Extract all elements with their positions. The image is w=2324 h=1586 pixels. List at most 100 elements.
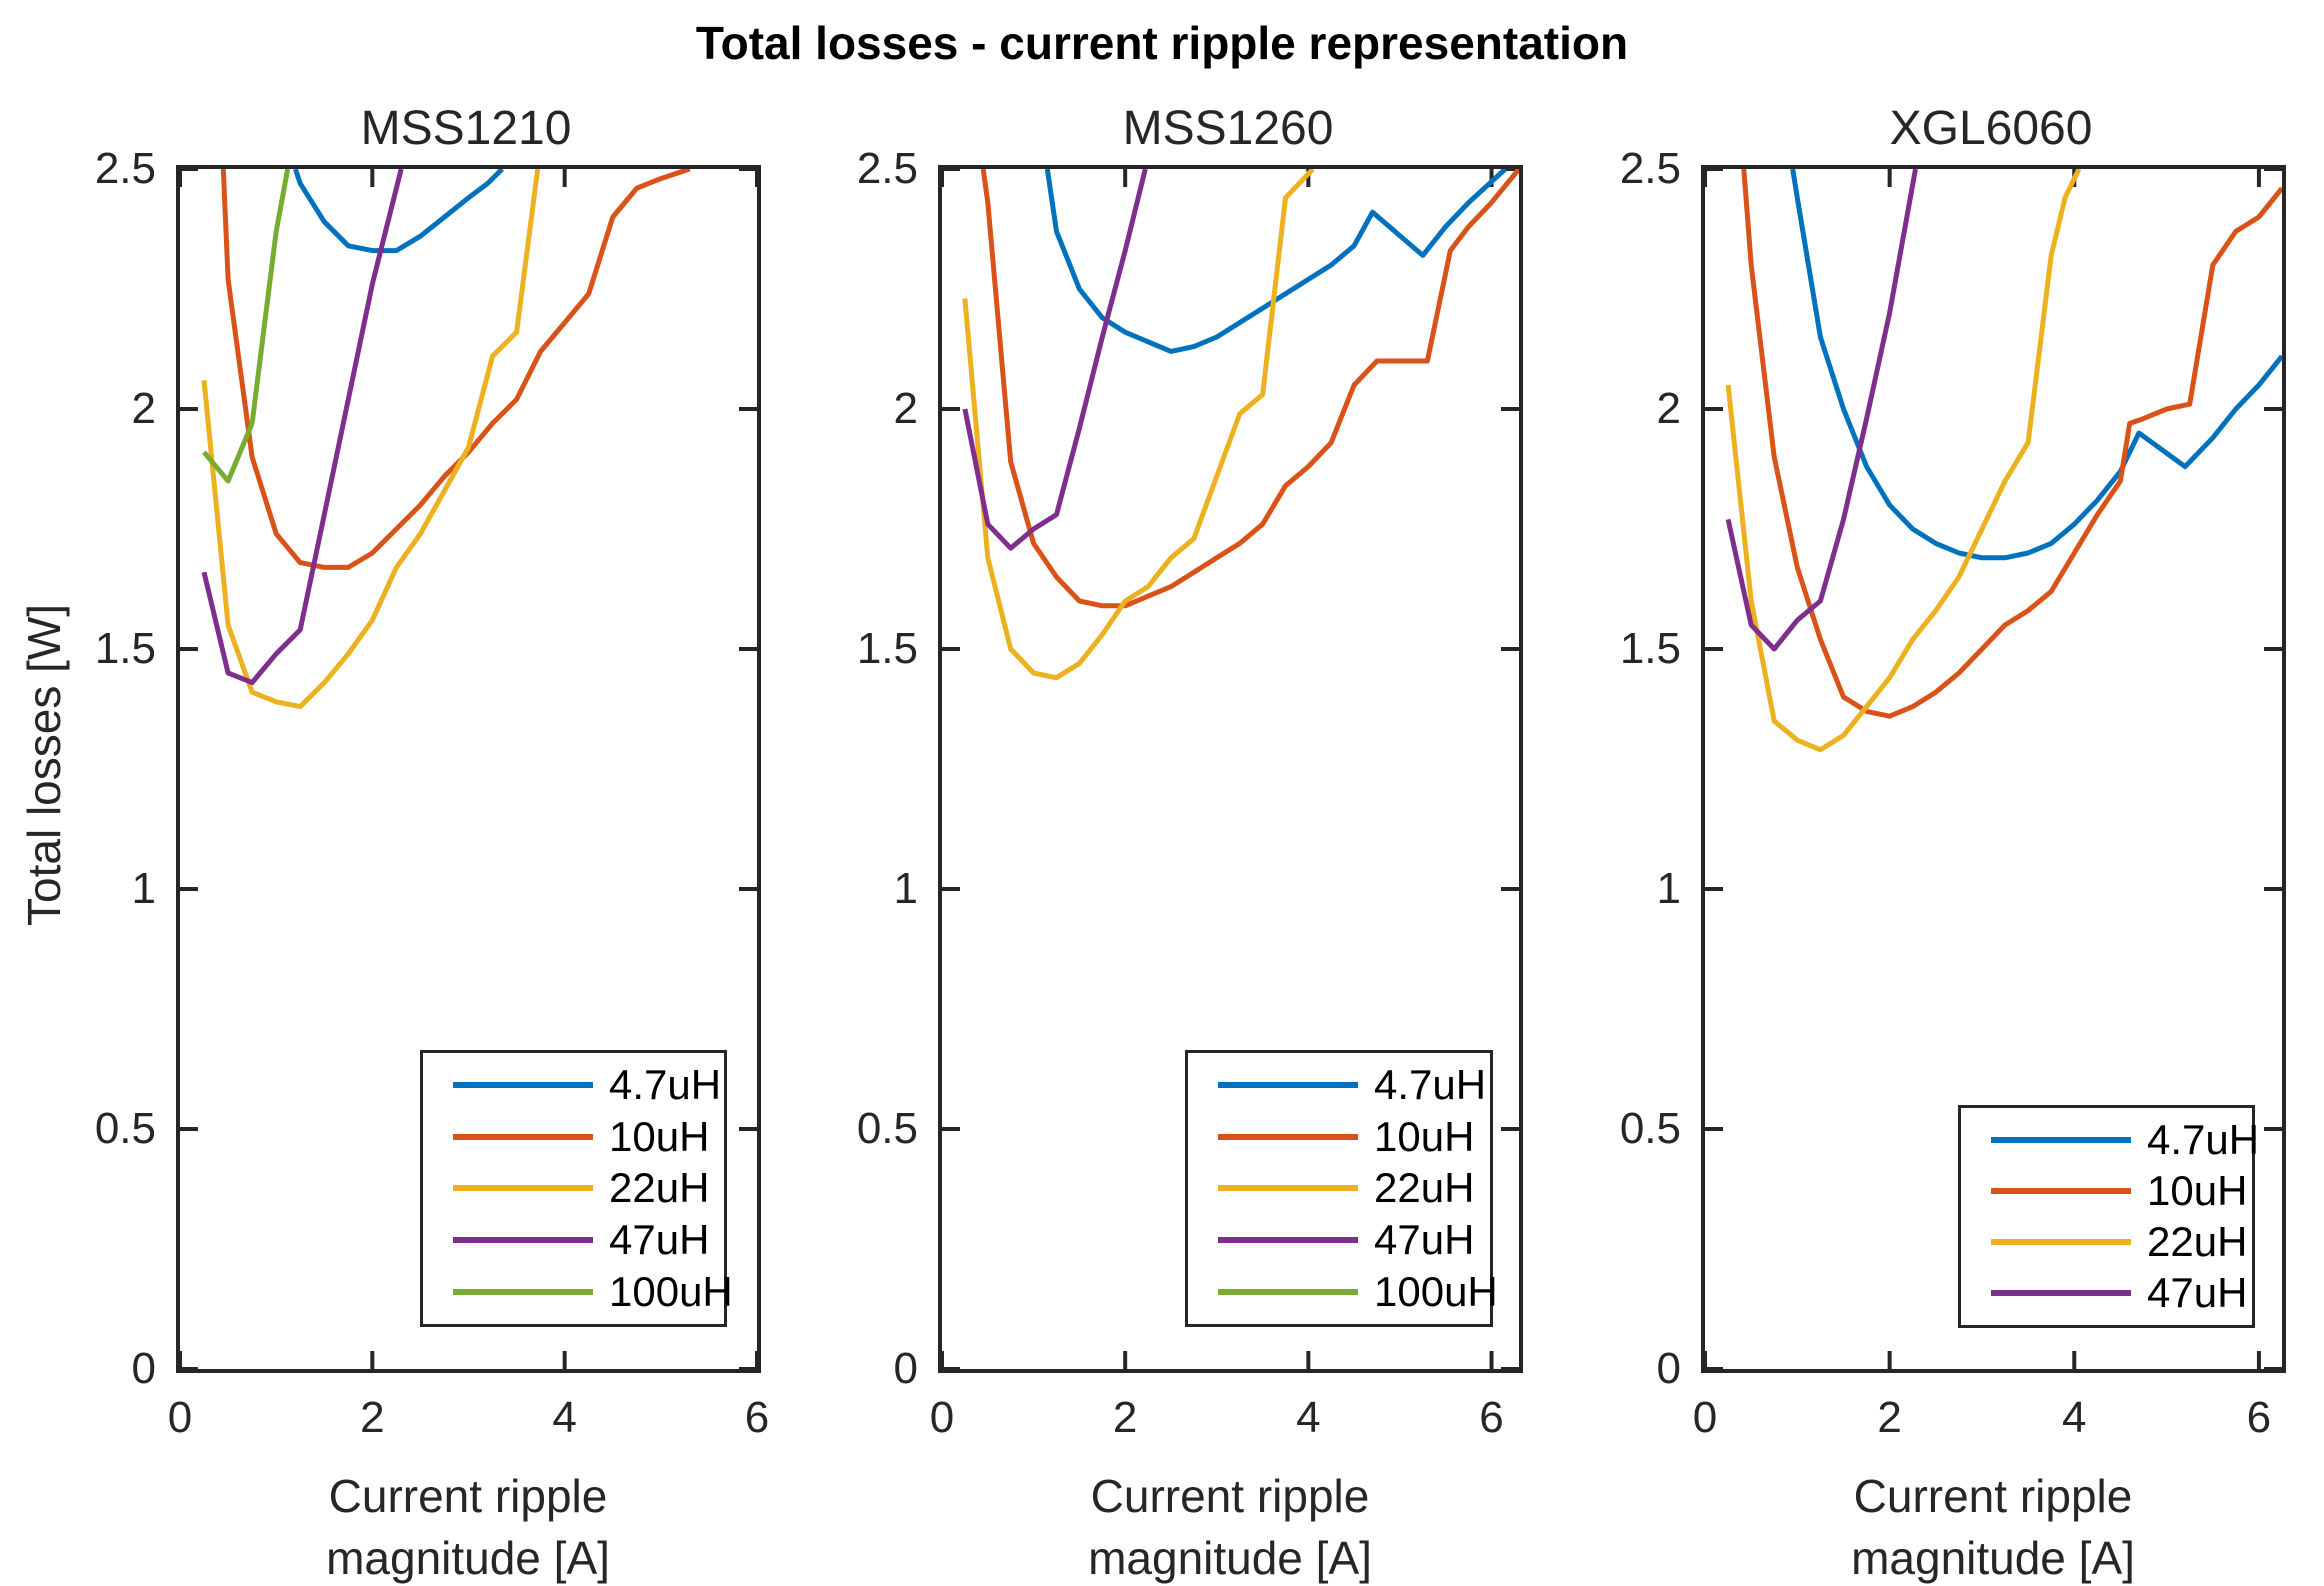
subplot-xgl6060: XGL6060 0 0.5 1 1.5 2 2.5 0 2 4 6 Current ripple … (1620, 102, 2286, 1586)
y-axis-label: Total losses [W] (18, 603, 70, 927)
x-tick-label: 2 (1112, 1393, 1138, 1442)
y-tick-label: 0 (893, 1344, 918, 1393)
x-axis-label-line2: magnitude [A] (1851, 1532, 2135, 1585)
legend-item: 4.7uH (1188, 1061, 1490, 1109)
legend-line-swatch (1991, 1239, 2131, 1246)
curve-10uH (980, 169, 1519, 609)
curve-47uH (962, 169, 1148, 551)
plot-svg (942, 169, 1519, 1369)
x-axis-label: Current ripple magnitude [A] (1851, 1465, 2135, 1586)
legend-line-swatch (453, 1133, 593, 1140)
x-axis-label-line1: Current ripple (1853, 1470, 2133, 1522)
y-tick-label: 1 (1656, 864, 1681, 913)
x-tick-label: 0 (167, 1393, 193, 1442)
x-tick-label: 2 (360, 1393, 385, 1442)
curve-10uH (1741, 169, 2282, 719)
curve-47uH (1725, 169, 1918, 652)
legend-line-swatch (1991, 1136, 2131, 1143)
y-tick-label: 2.5 (1619, 144, 1681, 193)
y-tick-label: 0 (131, 1344, 156, 1393)
x-tick-label: 2 (1877, 1393, 1902, 1442)
legend-item: 4.7uH (1961, 1116, 2259, 1164)
x-axis-label: Current ripple magnitude [A] (326, 1465, 610, 1586)
legend-line-swatch (453, 1237, 593, 1244)
x-tick-label: 4 (552, 1393, 577, 1442)
y-tick-label: 1 (893, 864, 918, 913)
legend-line-swatch (1218, 1185, 1358, 1192)
legend-line-swatch (453, 1289, 593, 1296)
y-tick-label: 0.5 (856, 1104, 918, 1153)
y-tick-label: 1.5 (94, 624, 156, 673)
y-tick-label: 2 (1656, 384, 1681, 433)
x-tick-label: 0 (1692, 1393, 1718, 1442)
subplot-title: MSS1210 (360, 102, 572, 155)
legend-line-swatch (1991, 1290, 2131, 1297)
legend-item: 10uH (1188, 1113, 1490, 1161)
curve-100uH (202, 169, 291, 484)
plot-svg (180, 169, 757, 1369)
legend-label: 47uH (2147, 1269, 2248, 1317)
x-axis-label-line2: magnitude [A] (326, 1532, 610, 1585)
legend-label: 10uH (2147, 1166, 2248, 1214)
x-tick-label: 6 (2246, 1393, 2272, 1442)
y-tick-label: 2 (131, 384, 156, 433)
y-tick-label: 2 (893, 384, 918, 433)
legend-label: 47uH (609, 1216, 710, 1264)
legend-label: 10uH (1374, 1112, 1475, 1160)
legend-item: 10uH (1961, 1167, 2252, 1215)
subplot-title: XGL6060 (1889, 102, 2093, 155)
x-tick-label: 6 (1479, 1393, 1504, 1442)
legend-item: 22uH (423, 1164, 724, 1212)
legend-box: 4.7uH 10uH 22uH 47uH 100uH (420, 1050, 733, 1327)
x-axis-label-line2: magnitude [A] (1088, 1532, 1372, 1585)
subplot-mss1260: MSS1260 0 0.5 1 1.5 2 2.5 0 2 4 6 Current ripple … (857, 102, 1523, 1586)
legend-label: 4.7uH (2147, 1115, 2260, 1163)
legend-item: 4.7uH (423, 1061, 724, 1109)
plot-svg (1705, 169, 2282, 1369)
curve-4.7uH (1790, 169, 2282, 561)
x-tick-label: 6 (744, 1393, 770, 1442)
legend-line-swatch (1218, 1237, 1358, 1244)
y-tick-label: 0.5 (1619, 1104, 1681, 1153)
legend-label: 100uH (609, 1268, 733, 1316)
legend-label: 22uH (1374, 1164, 1475, 1212)
curve-22uH (1725, 169, 2082, 753)
legend-label: 4.7uH (1374, 1060, 1487, 1108)
legend-label: 4.7uH (609, 1060, 722, 1108)
curve-10uH (220, 169, 691, 570)
x-axis-label: Current ripple magnitude [A] (1088, 1465, 1372, 1586)
legend-label: 22uH (2147, 1218, 2248, 1266)
legend-line-swatch (1218, 1289, 1358, 1296)
legend-label: 10uH (609, 1112, 710, 1160)
x-axis-label-line1: Current ripple (328, 1470, 608, 1522)
y-tick-label: 0.5 (94, 1104, 156, 1153)
legend-label: 47uH (1374, 1216, 1475, 1264)
legend-item: 22uH (1961, 1218, 2252, 1266)
legend-label: 100uH (1374, 1268, 1498, 1316)
curve-22uH (962, 169, 1315, 681)
y-tick-label: 2.5 (856, 144, 918, 193)
legend-line-swatch (453, 1185, 593, 1192)
subplot-title: MSS1260 (1122, 102, 1334, 155)
y-tick-label: 1.5 (856, 624, 918, 673)
figure-title: Total losses - current ripple representa… (695, 17, 1629, 69)
legend-line-swatch (1991, 1187, 2131, 1194)
curve-4.7uH (293, 169, 504, 254)
y-tick-label: 1.5 (1619, 624, 1681, 673)
legend-item: 22uH (1188, 1164, 1490, 1212)
legend-item: 100uH (1188, 1268, 1498, 1316)
legend-item: 47uH (423, 1216, 724, 1264)
curve-22uH (201, 169, 541, 710)
x-axis-label-line1: Current ripple (1090, 1470, 1370, 1522)
y-tick-label: 2.5 (94, 144, 156, 193)
x-tick-label: 4 (2062, 1393, 2087, 1442)
x-tick-label: 4 (1296, 1393, 1321, 1442)
y-tick-label: 1 (131, 864, 156, 913)
legend-label: 22uH (609, 1164, 710, 1212)
legend-line-swatch (1218, 1133, 1358, 1140)
x-tick-label: 0 (929, 1393, 955, 1442)
legend-item: 47uH (1188, 1216, 1490, 1264)
y-tick-label: 0 (1656, 1344, 1681, 1393)
legend-line-swatch (1218, 1081, 1358, 1088)
